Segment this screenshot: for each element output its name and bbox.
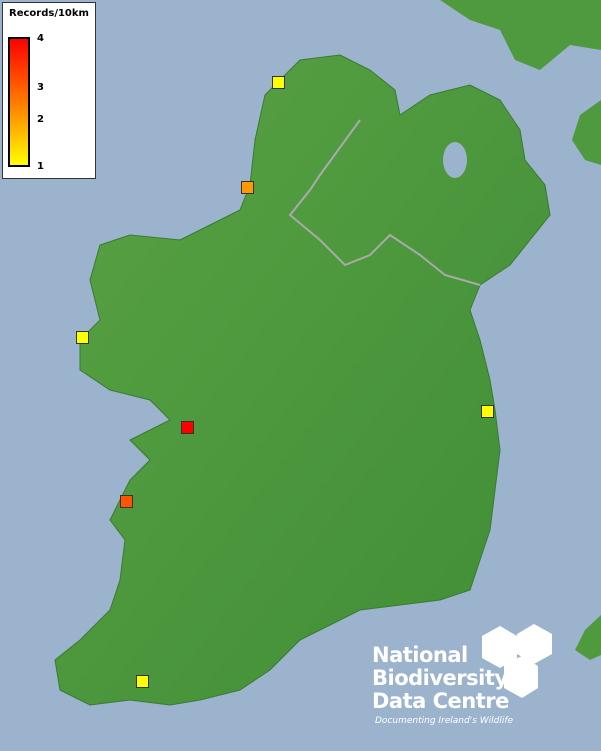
legend-title: Records/10km <box>9 8 89 19</box>
record-square[interactable] <box>76 331 89 344</box>
logo-line-2: Biodiversity <box>372 666 508 690</box>
record-square[interactable] <box>120 495 133 508</box>
record-square[interactable] <box>181 421 194 434</box>
logo-line-3: Data Centre <box>372 689 509 713</box>
legend-tick: 4 <box>37 33 44 44</box>
logo-hexagon-icons <box>482 624 552 698</box>
legend: Records/10km 4 3 2 1 <box>2 2 96 179</box>
record-square[interactable] <box>272 76 285 89</box>
legend-tick: 1 <box>37 161 44 172</box>
border-line <box>288 119 481 286</box>
britain-landmass-north <box>572 100 601 165</box>
scotland-landmass <box>440 0 601 70</box>
record-square[interactable] <box>481 405 494 418</box>
lough-neagh <box>443 142 467 178</box>
britain-landmass-south <box>575 615 601 660</box>
logo-line-1: National <box>372 643 468 667</box>
logo-tagline: Documenting Ireland's Wildlife <box>375 716 514 726</box>
record-square[interactable] <box>241 181 254 194</box>
ireland-landmass <box>54 54 551 706</box>
legend-tick: 2 <box>37 114 44 125</box>
legend-color-scale <box>8 37 30 167</box>
legend-tick: 3 <box>37 82 44 93</box>
record-square[interactable] <box>136 675 149 688</box>
